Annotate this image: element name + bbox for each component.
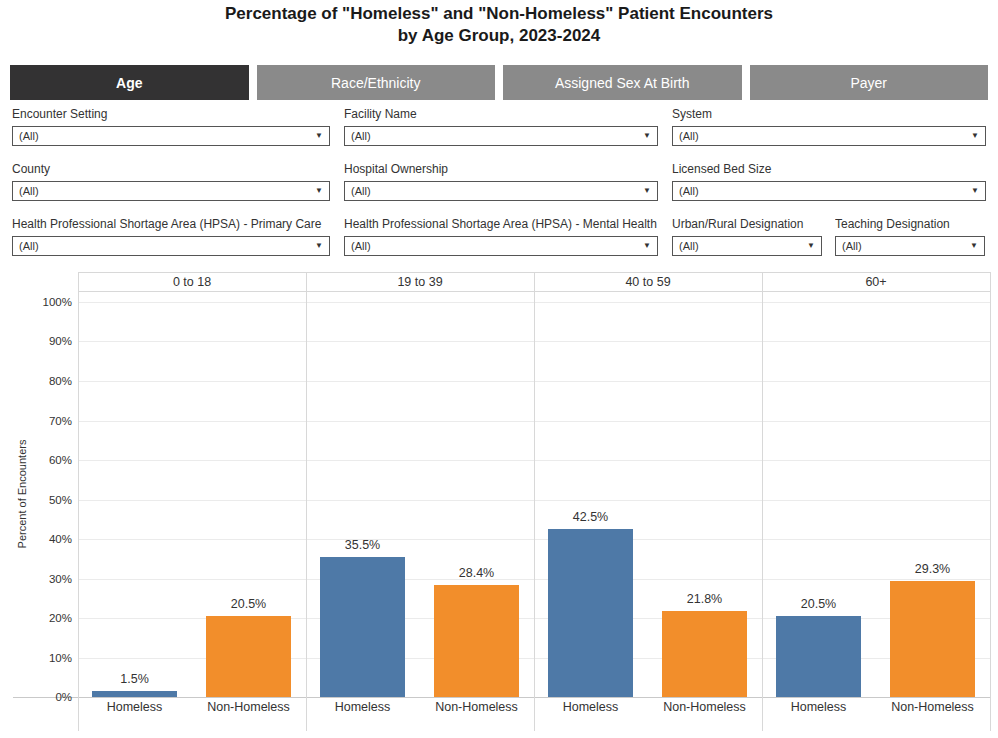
panel-header-label: 60+ [762,275,990,289]
bar-non-homeless[interactable] [434,585,519,697]
tab-age[interactable]: Age [10,65,249,100]
system-select[interactable]: (All) ▼ [672,126,986,146]
category-axis-label: Homeless [306,700,419,715]
panel-header-label: 19 to 39 [306,275,534,289]
filter-hospital-ownership: Hospital Ownership (All) ▼ [344,162,658,201]
demographic-tab-bar: Age Race/Ethnicity Assigned Sex At Birth… [10,65,988,100]
selected-value: (All) [351,240,371,252]
category-axis-label: Non-Homeless [420,700,533,715]
panel-header-label: 0 to 18 [78,275,306,289]
hpsa-mental-health-select[interactable]: (All) ▼ [344,236,658,256]
dropdown-caret-icon: ▼ [807,242,815,250]
bar-homeless[interactable] [92,691,177,697]
category-axis-label: Non-Homeless [192,700,305,715]
dropdown-caret-icon: ▼ [643,242,651,250]
hpsa-primary-care-select[interactable]: (All) ▼ [12,236,330,256]
panel-divider [306,272,307,731]
bar-value-label: 21.8% [642,592,767,608]
filter-label: Facility Name [344,107,658,122]
bar-non-homeless[interactable] [890,581,975,697]
bar-value-label: 20.5% [756,597,881,613]
dropdown-caret-icon: ▼ [970,242,978,250]
filter-label: System [672,107,986,122]
urban-rural-select[interactable]: (All) ▼ [672,236,822,256]
filter-urban-rural: Urban/Rural Designation (All) ▼ [672,217,822,256]
bar-non-homeless[interactable] [662,611,747,697]
bar-chart: 0%10%20%30%40%50%60%70%80%90%100%Percent… [0,272,998,738]
y-axis-tick-label: 0% [12,690,72,704]
dropdown-caret-icon: ▼ [315,242,323,250]
bar-non-homeless[interactable] [206,616,291,697]
selected-value: (All) [351,130,371,142]
panel-divider [762,272,763,731]
facility-name-select[interactable]: (All) ▼ [344,126,658,146]
selected-value: (All) [19,130,39,142]
panel-divider [78,272,79,731]
selected-value: (All) [351,185,371,197]
bar-homeless[interactable] [320,557,405,697]
dropdown-caret-icon: ▼ [971,132,979,140]
dashboard-title-line2: by Age Group, 2023-2024 [0,25,998,47]
filter-label: Health Professional Shortage Area (HPSA)… [344,217,658,232]
filter-facility-name: Facility Name (All) ▼ [344,107,658,146]
dropdown-caret-icon: ▼ [643,132,651,140]
dropdown-caret-icon: ▼ [315,132,323,140]
panel-divider [990,272,991,731]
panel-header-label: 40 to 59 [534,275,762,289]
bar-value-label: 29.3% [870,562,995,578]
filter-label: Teaching Designation [835,217,985,232]
tab-assigned-sex-at-birth[interactable]: Assigned Sex At Birth [503,65,742,100]
filter-label: Health Professional Shortage Area (HPSA)… [12,217,330,232]
filter-label: Hospital Ownership [344,162,658,177]
filter-county: County (All) ▼ [12,162,330,201]
selected-value: (All) [19,185,39,197]
teaching-designation-select[interactable]: (All) ▼ [835,236,985,256]
filter-label: County [12,162,330,177]
tab-race-ethnicity[interactable]: Race/Ethnicity [257,65,496,100]
bar-value-label: 20.5% [186,597,311,613]
x-axis-line [13,697,990,698]
dropdown-caret-icon: ▼ [971,187,979,195]
bar-value-label: 35.5% [300,538,425,554]
category-axis-label: Homeless [534,700,647,715]
tab-payer[interactable]: Payer [750,65,989,100]
category-axis-label: Non-Homeless [648,700,761,715]
filter-licensed-bed-size: Licensed Bed Size (All) ▼ [672,162,986,201]
filter-label: Encounter Setting [12,107,330,122]
hospital-ownership-select[interactable]: (All) ▼ [344,181,658,201]
bar-homeless[interactable] [776,616,861,697]
dropdown-caret-icon: ▼ [643,187,651,195]
filter-hpsa-mental-health: Health Professional Shortage Area (HPSA)… [344,217,658,256]
category-axis-label: Homeless [762,700,875,715]
panel-divider [534,272,535,731]
filter-label: Urban/Rural Designation [672,217,822,232]
category-axis-label: Homeless [78,700,191,715]
selected-value: (All) [679,240,699,252]
dashboard-title: Percentage of "Homeless" and "Non-Homele… [0,3,998,47]
bar-value-label: 1.5% [72,672,197,688]
selected-value: (All) [19,240,39,252]
y-axis-title: Percent of Encounters [16,299,30,689]
filter-teaching-designation: Teaching Designation (All) ▼ [835,217,985,256]
selected-value: (All) [679,130,699,142]
dropdown-caret-icon: ▼ [315,187,323,195]
selected-value: (All) [679,185,699,197]
category-axis-label: Non-Homeless [876,700,989,715]
filter-label: Licensed Bed Size [672,162,986,177]
bar-value-label: 42.5% [528,510,653,526]
selected-value: (All) [842,240,862,252]
bar-homeless[interactable] [548,529,633,697]
filter-hpsa-primary-care: Health Professional Shortage Area (HPSA)… [12,217,330,256]
encounter-setting-select[interactable]: (All) ▼ [12,126,330,146]
licensed-bed-size-select[interactable]: (All) ▼ [672,181,986,201]
bar-value-label: 28.4% [414,566,539,582]
county-select[interactable]: (All) ▼ [12,181,330,201]
filter-system: System (All) ▼ [672,107,986,146]
filter-encounter-setting: Encounter Setting (All) ▼ [12,107,330,146]
dashboard-title-line1: Percentage of "Homeless" and "Non-Homele… [0,3,998,25]
